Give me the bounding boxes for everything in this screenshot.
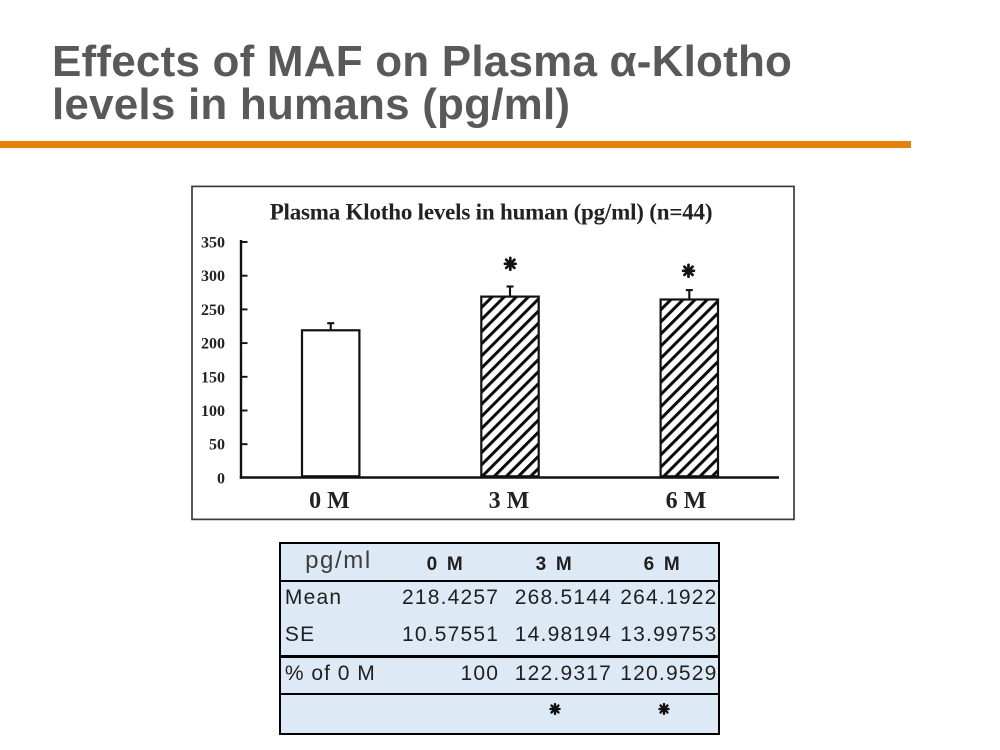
svg-text:0 M: 0 M	[309, 488, 350, 514]
svg-text:150: 150	[201, 369, 225, 386]
svg-text:250: 250	[201, 302, 225, 319]
svg-text:0: 0	[217, 470, 225, 487]
svg-text:6 M: 6 M	[666, 488, 707, 514]
svg-text:3 M: 3 M	[489, 488, 530, 514]
svg-text:50: 50	[209, 437, 225, 454]
svg-text:300: 300	[201, 268, 225, 285]
svg-text:350: 350	[201, 235, 225, 252]
svg-text:Plasma Klotho levels in human: Plasma Klotho levels in human (pg/ml) (n…	[270, 200, 713, 225]
svg-text:100: 100	[201, 403, 225, 420]
svg-text:200: 200	[201, 336, 225, 353]
